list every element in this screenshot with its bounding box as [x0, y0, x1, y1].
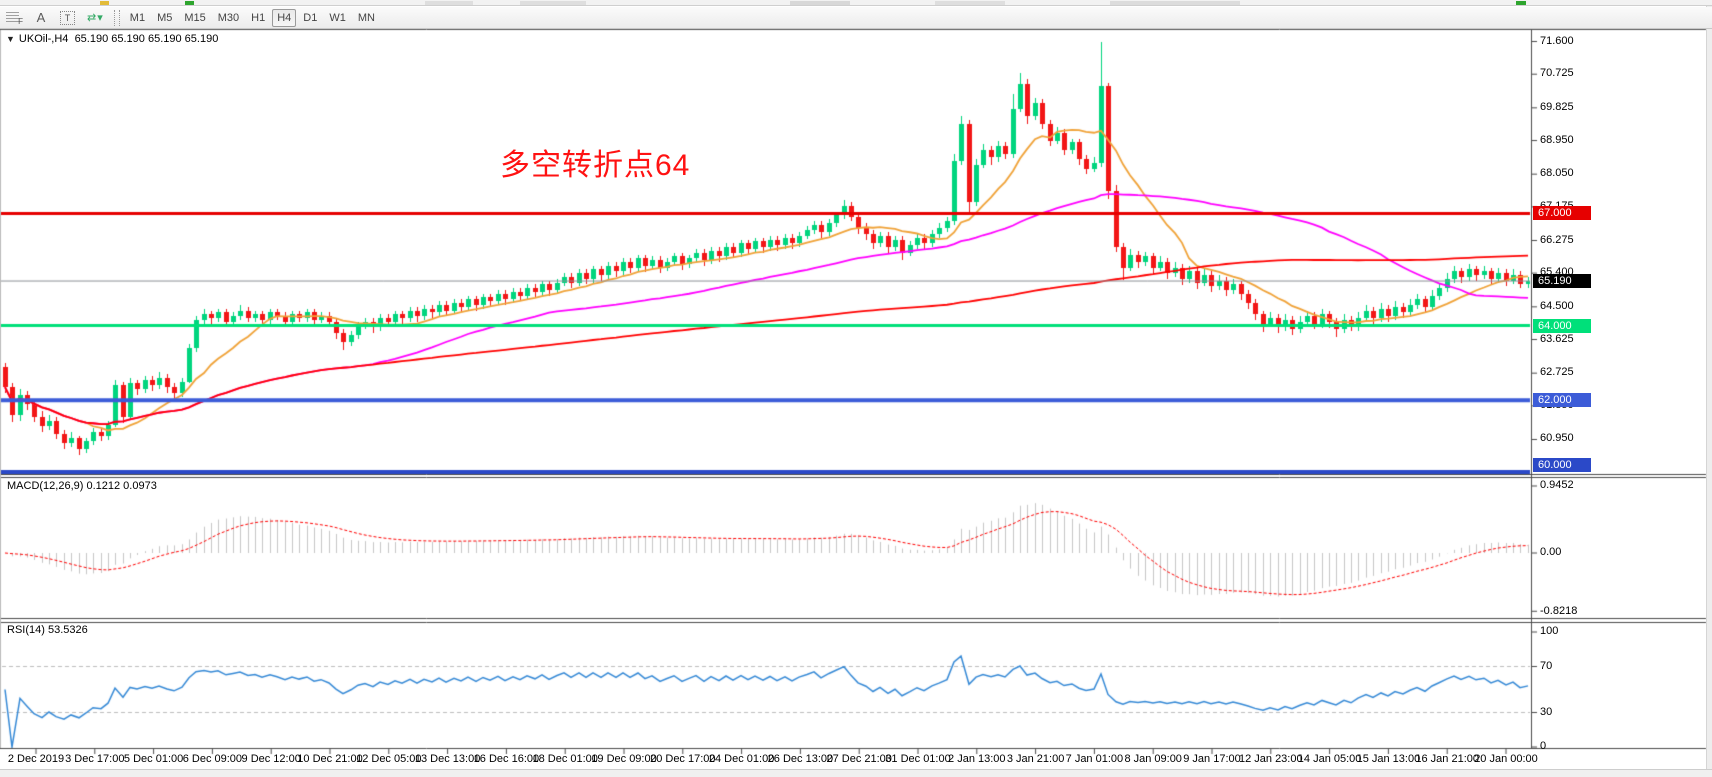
time-axis-label: 15 Jan 13:00 — [1356, 753, 1421, 765]
letter-a-icon: A — [36, 10, 46, 25]
time-axis-label: 5 Dec 01:00 — [123, 753, 184, 765]
time-axis-label: 3 Dec 17:00 — [65, 753, 125, 765]
price-axis-tick: 64.500 — [1540, 299, 1574, 312]
chart-ohlc-values: 65.190 65.190 65.190 65.190 — [74, 33, 219, 45]
hline-price-label: 60.000 — [1533, 458, 1591, 472]
rsi-axis-tick: 0 — [1540, 740, 1547, 752]
price-axis-tick: 70.725 — [1540, 67, 1574, 80]
toolbar-fragment — [1516, 1, 1526, 5]
grid-fibo-tool-button[interactable]: F — [1, 9, 27, 27]
hline-price-label: 64.000 — [1533, 318, 1591, 333]
text-label-icon: T — [60, 10, 75, 25]
grid-fibo-icon: F — [6, 11, 23, 26]
current-price-label: 65.190 — [1533, 274, 1591, 289]
timeframe-button-mn[interactable]: MN — [357, 11, 375, 24]
toolbar-fragment — [425, 1, 473, 5]
timeframe-button-group: M1 M5 M15 M30 H1 H4 D1 W1 MN — [124, 8, 381, 27]
price-axis-tick: 63.625 — [1540, 332, 1574, 345]
macd-axis-tick: 0.9452 — [1540, 479, 1574, 491]
price-axis-tick: 69.825 — [1540, 100, 1574, 113]
time-axis-label: 7 Jan 01:00 — [1065, 753, 1124, 765]
time-axis-label: 10 Dec 21:00 — [297, 753, 363, 765]
time-axis-label: 14 Jan 05:00 — [1297, 753, 1362, 765]
price-axis-tick: 62.725 — [1540, 366, 1574, 379]
time-axis-label: 8 Jan 09:00 — [1124, 753, 1182, 765]
timeframe-button-m1[interactable]: M1 — [129, 11, 146, 24]
timeframe-button-m5[interactable]: M5 — [157, 11, 173, 24]
time-axis-label: 27 Dec 21:00 — [826, 753, 892, 765]
timeframe-button-h4[interactable]: H4 — [272, 8, 297, 27]
rsi-axis-tick: 30 — [1540, 705, 1553, 718]
chart-annotation-text: 多空转折点64 — [500, 149, 691, 182]
window-bottom-strip — [0, 769, 1712, 777]
time-axis-label: 26 Dec 13:00 — [767, 753, 834, 765]
chart-symbol-period: UKOil-,H4 — [18, 33, 69, 45]
timeframe-button-d1[interactable]: D1 — [303, 11, 318, 24]
time-axis-label: 12 Jan 23:00 — [1238, 753, 1303, 765]
clipped-toolbar-row — [0, 0, 1712, 6]
time-axis-label: 9 Dec 12:00 — [241, 753, 301, 765]
timeframe-button-m30[interactable]: M30 — [217, 11, 240, 24]
timeframe-button-w1[interactable]: W1 — [329, 11, 346, 24]
text-label-tool-button[interactable]: T — [55, 9, 80, 27]
hline-price-label: 67.000 — [1533, 206, 1591, 221]
price-axis-tick: 60.950 — [1540, 432, 1574, 445]
toolbar-fragment — [185, 1, 194, 5]
price-axis-tick: 66.275 — [1540, 233, 1574, 246]
text-tool-button[interactable]: A — [29, 9, 53, 27]
price-axis-tick: 68.050 — [1540, 167, 1574, 180]
time-axis-label: 2 Dec 2019 — [7, 753, 65, 765]
macd-axis-tick: 0.00 — [1540, 546, 1562, 558]
time-axis-label: 20 Jan 00:00 — [1474, 753, 1538, 765]
timeframe-button-m15[interactable]: M15 — [184, 11, 206, 24]
time-axis-label: 16 Dec 16:00 — [473, 753, 540, 765]
price-axis-tick: 71.600 — [1540, 34, 1574, 47]
chart-dropdown-icon[interactable]: ▼ — [6, 34, 15, 44]
time-axis-label: 24 Dec 01:00 — [708, 753, 775, 765]
toolbar-fragment — [935, 1, 1005, 5]
toolbar-fragment — [100, 1, 109, 5]
time-axis-label: 2 Jan 13:00 — [948, 753, 1006, 765]
time-axis-label: 20 Dec 17:00 — [650, 753, 716, 765]
rsi-indicator-label: RSI(14) 53.5326 — [7, 624, 88, 636]
price-axis-tick: 68.950 — [1540, 133, 1574, 146]
timeframe-button-h1[interactable]: H1 — [251, 11, 266, 24]
time-axis-label: 19 Dec 09:00 — [591, 753, 657, 765]
toolbar-fragment — [520, 1, 586, 5]
rsi-axis-tick: 70 — [1540, 659, 1553, 672]
hline-price-label: 62.000 — [1533, 393, 1591, 408]
macd-axis-tick: -0.8218 — [1540, 605, 1578, 617]
chart-title: ▼ UKOil-,H4 65.190 65.190 65.190 65.190 — [6, 33, 218, 45]
toolbar-grip[interactable] — [113, 9, 120, 26]
window-right-edge — [1706, 6, 1712, 777]
macd-indicator-label: MACD(12,26,9) 0.1212 0.0973 — [7, 480, 157, 492]
toolbar-fragment — [1110, 1, 1240, 5]
time-axis-label: 13 Dec 13:00 — [414, 753, 481, 765]
time-axis-label: 16 Jan 21:00 — [1415, 753, 1479, 765]
time-axis-label: 18 Dec 01:00 — [532, 753, 598, 765]
shapes-arrows-icon: ⇄ ▾ — [87, 12, 103, 24]
shapes-dropdown-button[interactable]: ⇄ ▾ — [82, 9, 107, 27]
time-axis-label: 31 Dec 01:00 — [885, 753, 951, 765]
rsi-axis-tick: 100 — [1540, 625, 1559, 637]
toolbar-fragment — [790, 1, 850, 5]
time-axis-label: 3 Jan 21:00 — [1006, 753, 1065, 765]
time-axis-label: 9 Jan 17:00 — [1183, 753, 1241, 765]
drawing-and-timeframe-toolbar: F A T ⇄ ▾ M1 M5 M15 M30 H1 H4 D1 W1 MN — [0, 7, 1712, 29]
time-axis-label: 6 Dec 09:00 — [182, 753, 243, 765]
time-axis-label: 12 Dec 05:00 — [356, 753, 422, 765]
